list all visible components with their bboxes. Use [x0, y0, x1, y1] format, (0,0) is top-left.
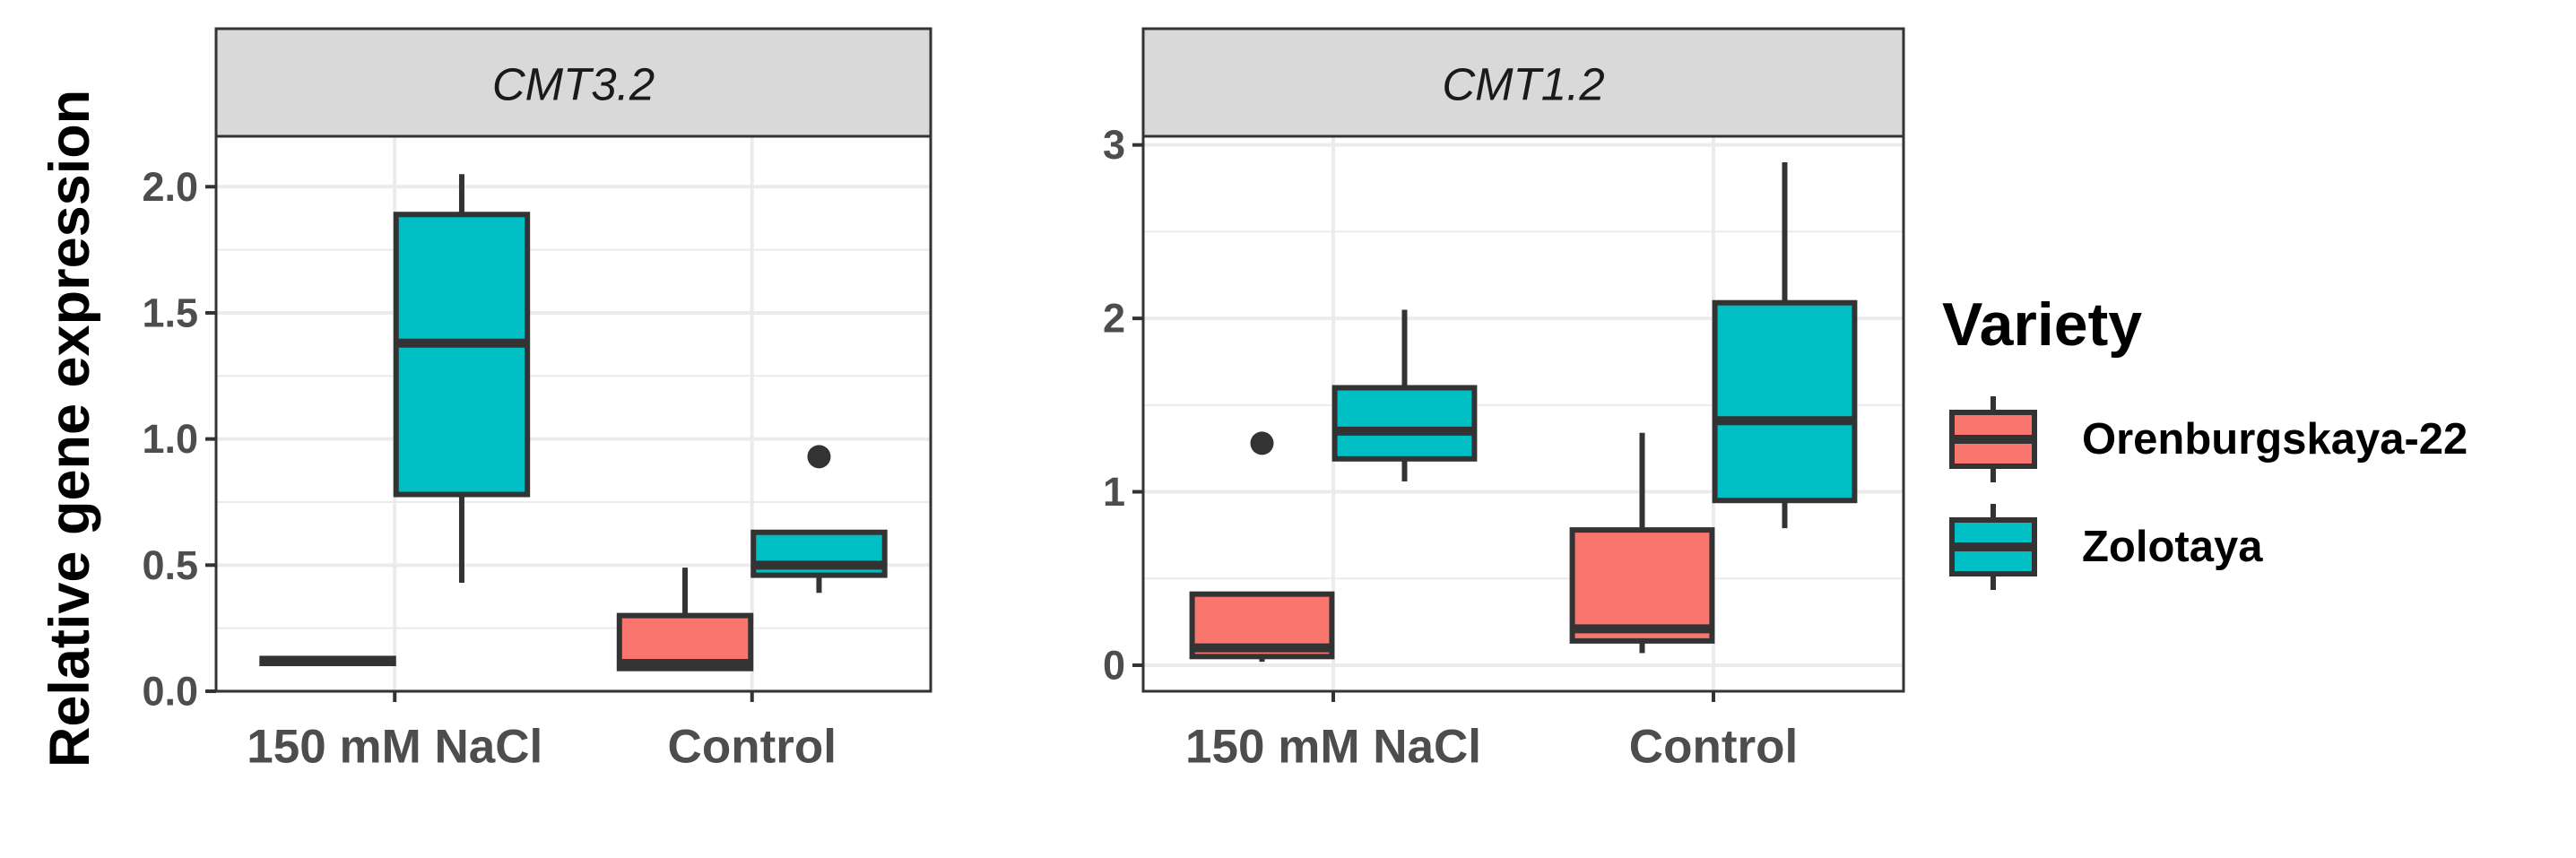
legend-title: Variety	[1942, 290, 2142, 359]
y-tick-label: 0.0	[142, 669, 198, 715]
legend-label-orenburgskaya-22: Orenburgskaya-22	[2082, 415, 2468, 464]
box-orenburgskaya-22-150-mm-nacl	[259, 655, 396, 667]
box-zolotaya-150-mm-nacl	[393, 174, 531, 584]
x-axis-cmt3-2: 150 mM NaCl Control	[247, 691, 837, 774]
y-axis-cmt3-2: 0.0 0.5 1.0 1.5 2.0	[142, 164, 216, 715]
x-tick-label-150-mm-nacl: 150 mM NaCl	[1185, 721, 1481, 774]
strip-title-cmt1-2: CMT1.2	[1442, 59, 1604, 110]
box-orenburgskaya-22-150-mm-nacl	[1189, 431, 1335, 663]
box-orenburgskaya-22-control	[1569, 432, 1715, 654]
strip-title-cmt3-2: CMT3.2	[492, 59, 655, 110]
legend-key-orenburgskaya-22	[1949, 396, 2037, 482]
legend-key-zolotaya	[1949, 504, 2037, 590]
box-orenburgskaya-22-control-rect	[1569, 527, 1715, 644]
y-axis-title: Relative gene expression	[39, 90, 101, 767]
box-zolotaya-150-mm-nacl-rect	[393, 212, 531, 498]
panel-border-cmt1-2	[1141, 134, 1905, 693]
y-tick-label: 1.0	[142, 416, 198, 462]
box-orenburgskaya-22-control	[616, 568, 754, 672]
x-tick-label-control: Control	[668, 721, 837, 774]
box-zolotaya-control	[1712, 162, 1858, 529]
y-tick-label: 0	[1103, 642, 1125, 688]
box-orenburgskaya-22-150-mm-nacl-outlier	[1250, 431, 1274, 455]
box-zolotaya-control-rect	[1712, 299, 1858, 504]
boxes-cmt3-2	[259, 174, 888, 672]
legend-keys	[1949, 396, 2037, 590]
panel-cmt1-2: CMT1.2 0 1 2 3 150 mM NaCl Control	[1103, 27, 1905, 774]
y-tick-label: 2.0	[142, 164, 198, 210]
box-zolotaya-150-mm-nacl	[1331, 309, 1478, 481]
box-zolotaya-control-outlier	[807, 445, 831, 469]
x-axis-cmt1-2: 150 mM NaCl Control	[1185, 691, 1798, 774]
boxes-cmt1-2	[1189, 162, 1858, 663]
y-tick-label: 1.5	[142, 290, 198, 335]
box-zolotaya-control	[750, 445, 888, 594]
x-tick-label-150-mm-nacl: 150 mM NaCl	[247, 721, 542, 774]
y-tick-label: 1	[1103, 469, 1125, 515]
panel-cmt3-2: CMT3.2 0.0 0.5 1.0 1.5 2.0 150 mM NaCl Contro…	[142, 27, 932, 774]
y-axis-cmt1-2: 0 1 2 3	[1103, 122, 1143, 688]
y-tick-label: 2	[1103, 296, 1125, 342]
legend: Variety Orenburgskaya-22 Zolotaya	[1942, 290, 2468, 590]
strip-cmt3-2	[214, 27, 932, 138]
y-tick-label: 0.5	[142, 542, 198, 588]
x-tick-label-control: Control	[1629, 721, 1798, 774]
plot-area-cmt3-2	[216, 136, 931, 691]
y-tick-label: 3	[1103, 122, 1125, 168]
strip-cmt1-2	[1141, 27, 1905, 138]
panel-border-cmt3-2	[214, 134, 932, 693]
legend-label-zolotaya: Zolotaya	[2082, 523, 2263, 571]
box-zolotaya-150-mm-nacl-rect	[1331, 385, 1478, 462]
